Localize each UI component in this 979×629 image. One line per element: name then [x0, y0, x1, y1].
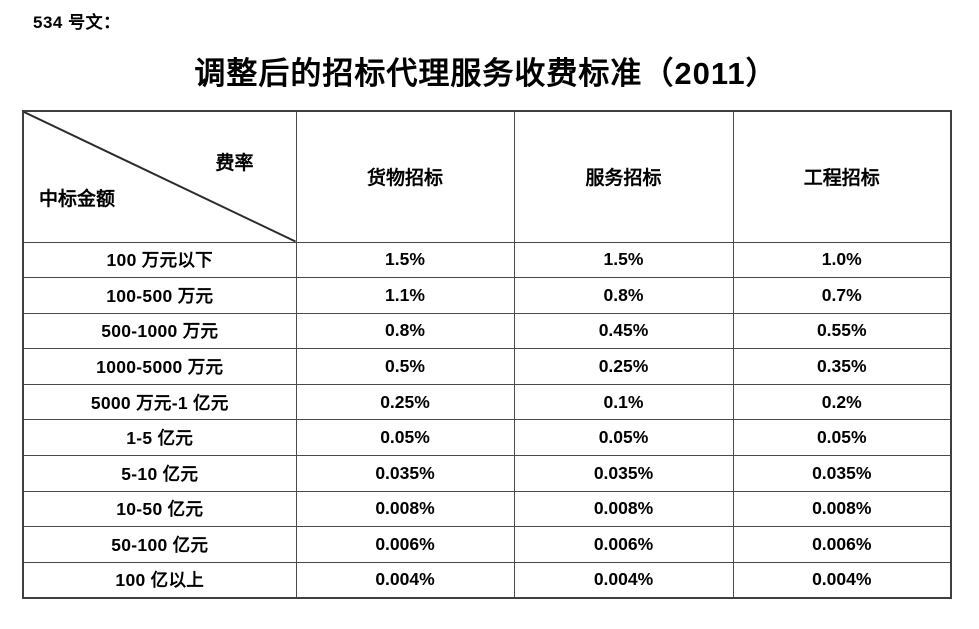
fee-value: 0.35%	[732, 348, 952, 385]
fee-value: 0.006%	[295, 526, 515, 563]
fee-value: 0.8%	[295, 312, 515, 350]
table-row: 1-5 亿元 0.05% 0.05% 0.05%	[22, 419, 952, 457]
row-label: 500-1000 万元	[22, 312, 297, 350]
fee-value: 0.45%	[513, 312, 734, 350]
table-row: 100-500 万元 1.1% 0.8% 0.7%	[22, 277, 952, 314]
row-label: 100 万元以下	[22, 241, 297, 279]
doc-number: 534 号文：	[33, 13, 121, 32]
fee-value: 0.25%	[513, 348, 734, 385]
table-row: 100 万元以下 1.5% 1.5% 1.0%	[22, 241, 952, 279]
fee-value: 0.008%	[295, 490, 515, 528]
fee-value: 0.8%	[513, 277, 734, 314]
col-header-service-bidding: 服务招标	[513, 110, 734, 243]
fee-value: 0.035%	[513, 455, 734, 492]
row-label: 1-5 亿元	[22, 419, 297, 457]
fee-value: 0.05%	[732, 419, 952, 457]
table-row: 10-50 亿元 0.008% 0.008% 0.008%	[22, 490, 952, 528]
row-label: 100 亿以上	[22, 561, 297, 599]
row-label: 5-10 亿元	[22, 455, 297, 492]
row-label: 1000-5000 万元	[22, 348, 297, 385]
row-label: 5000 万元-1 亿元	[22, 383, 297, 421]
table-row: 1000-5000 万元 0.5% 0.25% 0.35%	[22, 348, 952, 385]
fee-value: 0.05%	[513, 419, 734, 457]
fee-value: 0.035%	[732, 455, 952, 492]
fee-value: 0.006%	[513, 526, 734, 563]
table-row: 500-1000 万元 0.8% 0.45% 0.55%	[22, 312, 952, 350]
corner-label-amount: 中标金额	[39, 188, 116, 210]
fee-value: 0.7%	[732, 277, 952, 314]
fee-value: 0.1%	[513, 383, 734, 421]
fee-value: 0.006%	[732, 526, 952, 563]
fee-value: 0.2%	[732, 383, 952, 421]
header-row: 费率 中标金额 货物招标 服务招标 工程招标	[22, 110, 952, 243]
fee-value: 0.035%	[295, 455, 515, 492]
col-header-goods-bidding: 货物招标	[295, 110, 515, 243]
row-label: 10-50 亿元	[22, 490, 297, 528]
fee-value: 0.008%	[513, 490, 734, 528]
fee-rate-table: 费率 中标金额 货物招标 服务招标 工程招标 100 万元以下 1.5% 1.5…	[22, 110, 952, 599]
corner-header-cell: 费率 中标金额	[22, 110, 297, 243]
fee-value: 0.25%	[295, 383, 515, 421]
fee-value: 0.008%	[732, 490, 952, 528]
fee-value: 0.55%	[732, 312, 952, 350]
diagonal-line	[24, 112, 295, 241]
row-label: 100-500 万元	[22, 277, 297, 314]
fee-value: 0.5%	[295, 348, 515, 385]
fee-value: 1.0%	[732, 241, 952, 279]
corner-label-rate: 费率	[215, 153, 254, 174]
table-row: 5-10 亿元 0.035% 0.035% 0.035%	[22, 455, 952, 492]
table-row: 50-100 亿元 0.006% 0.006% 0.006%	[22, 526, 952, 563]
fee-value: 0.004%	[513, 561, 734, 599]
fee-value: 0.004%	[732, 561, 952, 599]
table-row: 5000 万元-1 亿元 0.25% 0.1% 0.2%	[22, 383, 952, 421]
fee-value: 1.5%	[295, 241, 515, 279]
fee-value: 1.5%	[513, 241, 734, 279]
col-header-engineering-bidding: 工程招标	[732, 110, 952, 243]
page-title: 调整后的招标代理服务收费标准（2011）	[194, 56, 778, 91]
table-row: 100 亿以上 0.004% 0.004% 0.004%	[22, 561, 952, 599]
fee-value: 1.1%	[295, 277, 515, 314]
fee-value: 0.004%	[295, 561, 515, 599]
fee-value: 0.05%	[295, 419, 515, 457]
row-label: 50-100 亿元	[22, 526, 297, 563]
